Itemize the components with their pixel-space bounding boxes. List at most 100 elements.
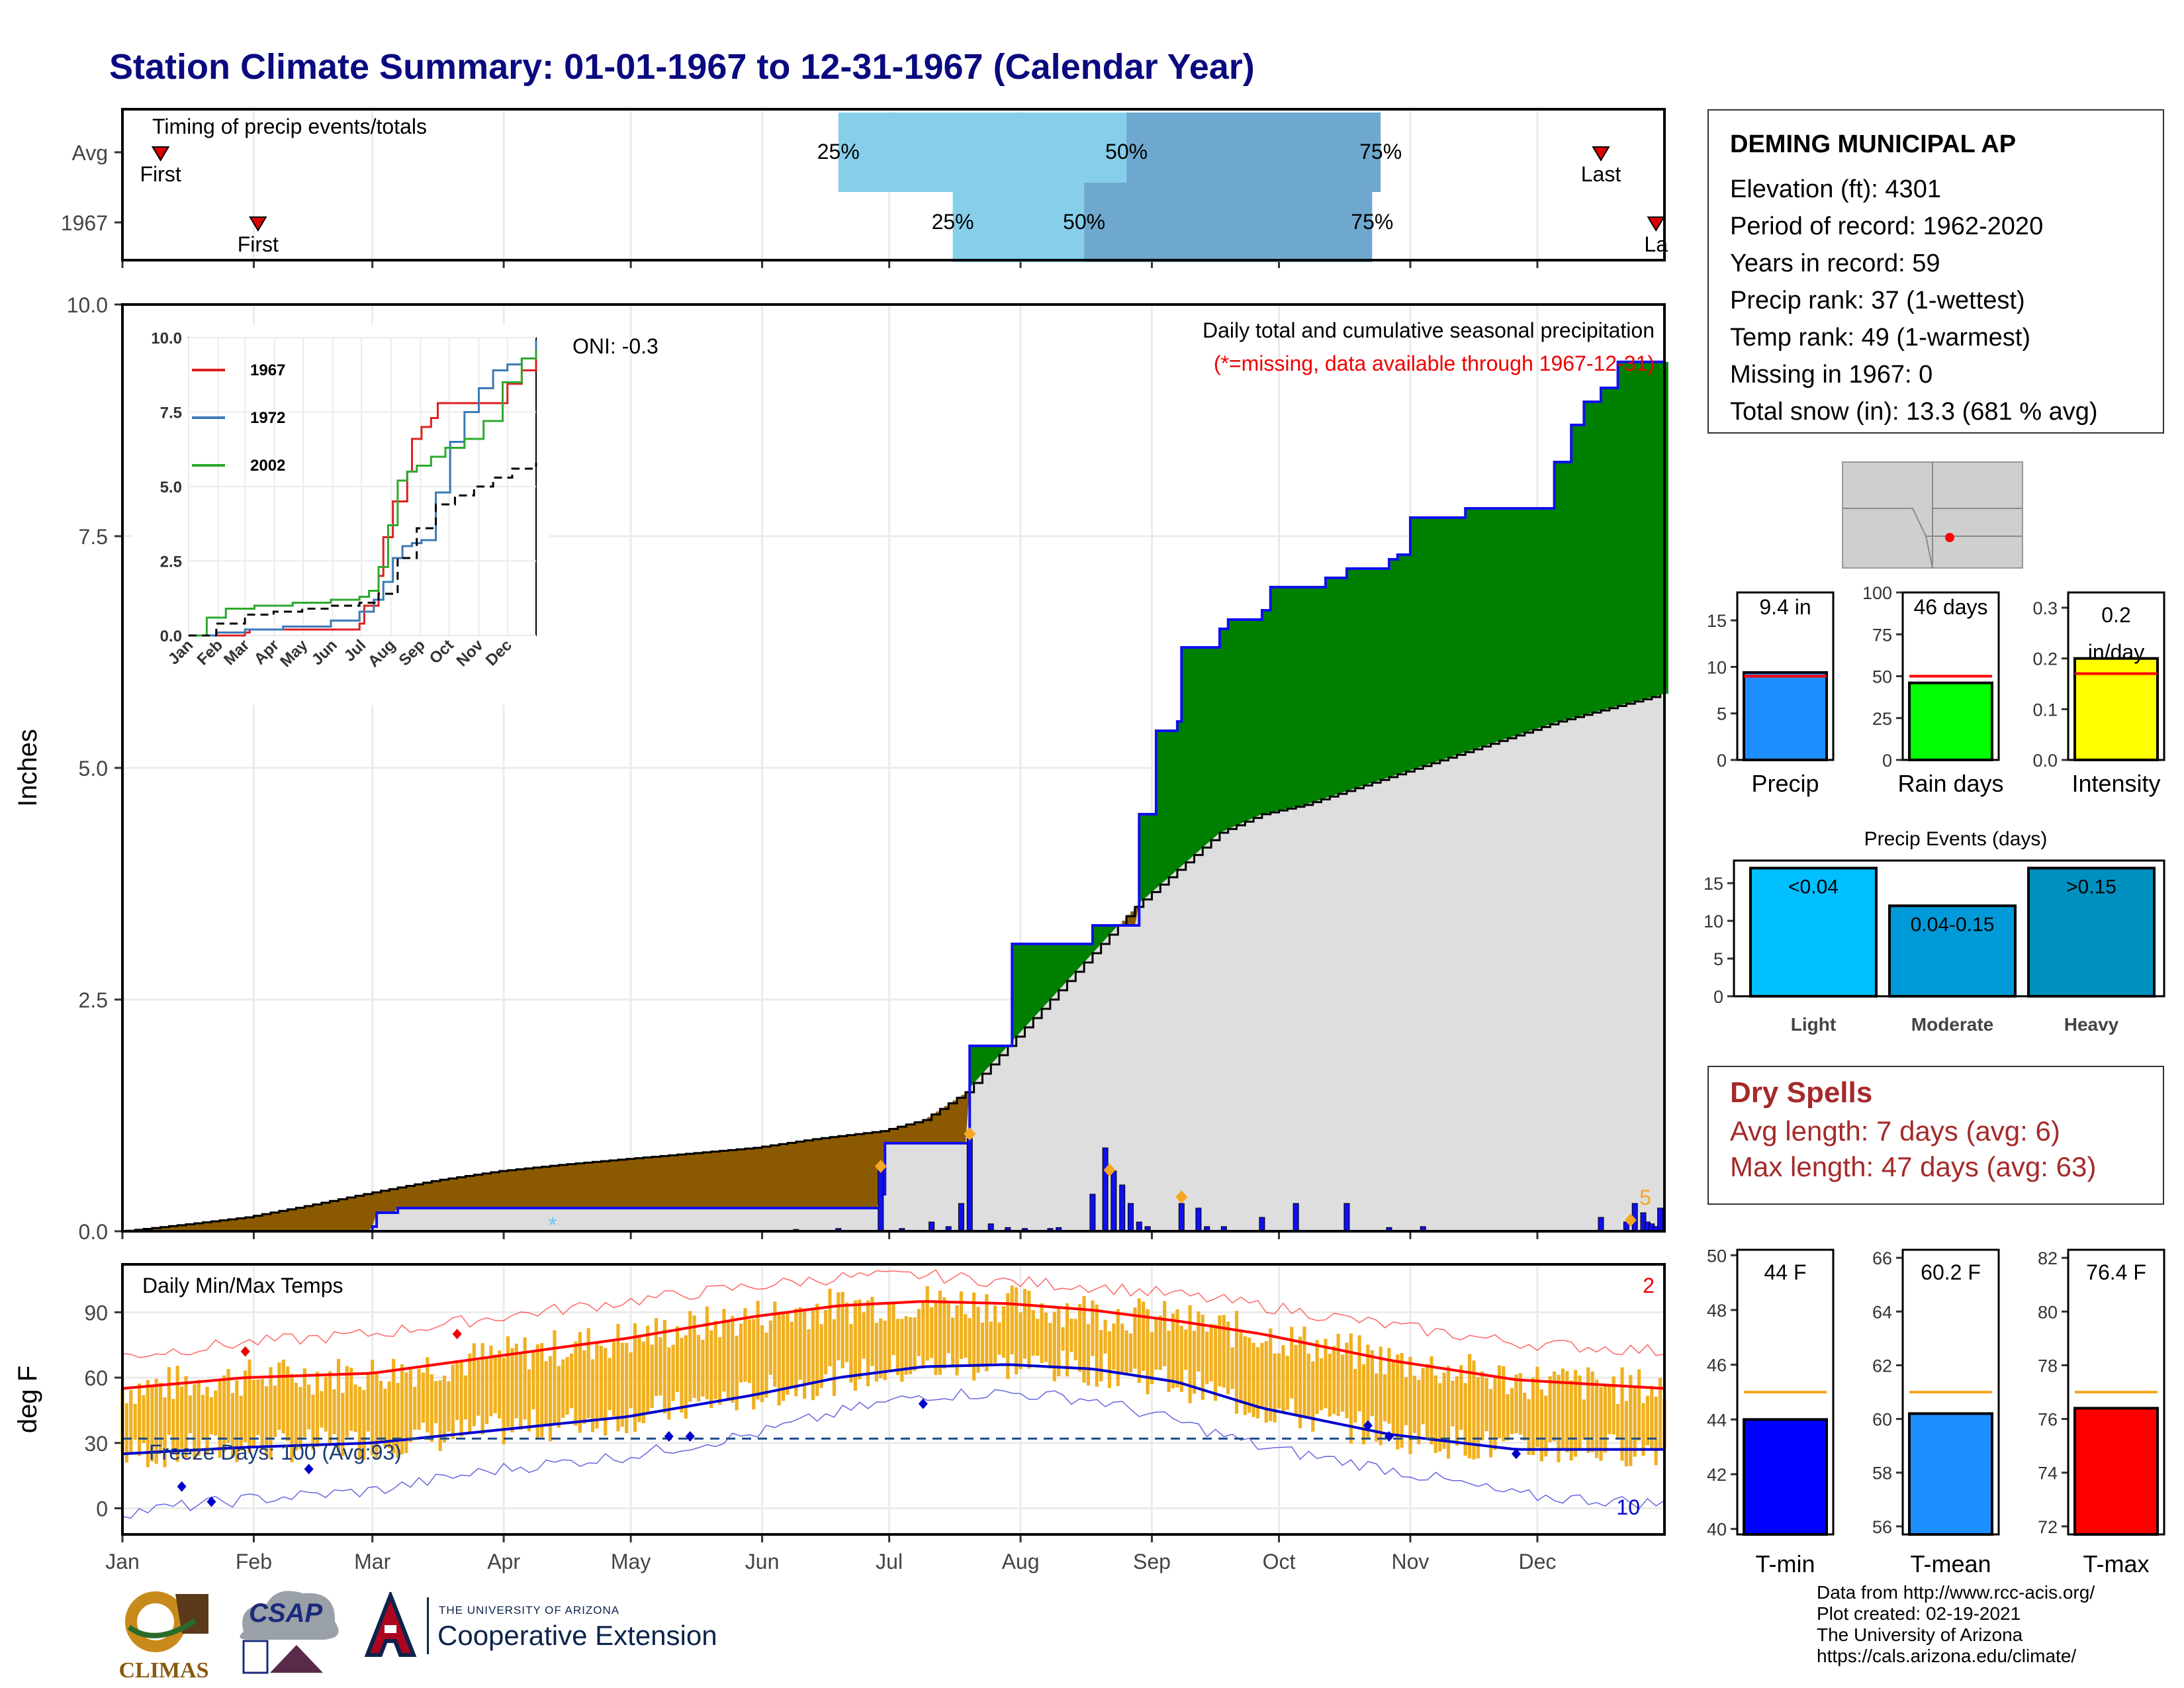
events-bar <box>1888 904 2017 998</box>
main-y-tick-label: 2.5 <box>79 988 108 1012</box>
summary-value-label-tmax: 76.4 F <box>2086 1260 2146 1284</box>
timing-first-marker <box>249 216 267 232</box>
summary-y-tick-label: 75 <box>1872 625 1892 645</box>
main-y-tick-label: 10.0 <box>67 293 108 317</box>
csap-emblem-icon <box>240 1591 339 1674</box>
events-category-label: Heavy <box>2064 1014 2119 1035</box>
summary-y-tick-label: 0 <box>1717 751 1727 771</box>
timing-bar-25-50 <box>838 113 1127 192</box>
timing-last-marker <box>1592 146 1610 162</box>
credit-url: https://cals.arizona.edu/climate/ <box>1817 1646 2077 1666</box>
record-high-count: 2 <box>1643 1274 1655 1297</box>
csap-logo: CSAP <box>230 1585 349 1685</box>
station-location-marker <box>1945 533 1954 542</box>
heavy-event-marker <box>964 1127 976 1141</box>
timing-label-50: 50% <box>1105 140 1148 164</box>
temp-y-tick-label: 0 <box>96 1497 108 1521</box>
timing-first-label: First <box>140 162 181 186</box>
events-bar <box>2027 867 2156 998</box>
summary-y-tick-label: 15 <box>1707 611 1727 631</box>
dry-spells-heading: Dry Spells <box>1730 1076 1873 1109</box>
summary-y-tick-label: 74 <box>2038 1464 2058 1483</box>
summary-y-tick-label: 48 <box>1707 1301 1727 1321</box>
timing-last-label: Last <box>1581 162 1621 186</box>
station-name: DEMING MUNICIPAL AP <box>1730 130 2017 158</box>
climas-wordmark: CLIMAS <box>118 1658 209 1683</box>
summary-y-tick-label: 0 <box>1882 751 1892 771</box>
summary-y-tick-label: 76 <box>2038 1410 2058 1430</box>
record-low-marker <box>918 1398 928 1409</box>
events-bar <box>1749 867 1878 998</box>
main-y-tick-label: 7.5 <box>79 525 108 549</box>
below-average-deficit-area <box>122 907 1140 1231</box>
dry-spells-max: Max length: 47 days (avg: 63) <box>1730 1151 2097 1182</box>
month-axis-label: May <box>611 1550 651 1573</box>
summary-y-tick-label: 50 <box>1707 1246 1727 1266</box>
summary-y-tick-label: 50 <box>1872 667 1892 687</box>
station-info-box: DEMING MUNICIPAL AP Elevation (ft): 4301… <box>1707 109 2164 434</box>
ua-block-a-icon <box>364 1592 417 1657</box>
record-low-marker <box>206 1496 216 1507</box>
events-bar-label: >0.15 <box>2066 876 2116 898</box>
timing-row-label: Avg <box>71 141 108 165</box>
temp-y-tick-label: 30 <box>84 1432 108 1456</box>
cumulative-1967-line <box>122 360 1664 1233</box>
summary-y-tick-label: 80 <box>2038 1302 2058 1322</box>
summary-y-tick-label: 10 <box>1707 657 1727 677</box>
map-state-borders <box>1843 462 2023 569</box>
timing-first-label: First <box>238 232 279 256</box>
summary-bar-tmax <box>2073 1407 2159 1536</box>
month-axis-label: Jul <box>876 1550 903 1573</box>
summary-value-label-tmin: 44 F <box>1764 1260 1806 1284</box>
events-y-tick-label: 5 <box>1713 949 1723 969</box>
freeze-days-annotation: Freeze Days: 100 (Avg:93) <box>149 1440 402 1464</box>
inset-y-tick-label: 2.5 <box>160 553 182 571</box>
month-axis-label: Jun <box>745 1550 780 1573</box>
precip-events-title: Precip Events (days) <box>1864 828 2048 850</box>
summary-y-tick-label: 58 <box>1872 1464 1892 1483</box>
temp-y-tick-label: 60 <box>84 1366 108 1390</box>
summary-value-label-rain_days: 46 days <box>1913 595 1987 619</box>
events-y-tick-label: 10 <box>1704 912 1723 931</box>
avg-max-line <box>122 1300 1665 1390</box>
summary-axis-label-tmax: T-max <box>2083 1550 2149 1577</box>
summary-y-tick-label: 100 <box>1862 583 1892 603</box>
timing-label-75: 75% <box>1359 140 1402 164</box>
month-axis-label: Oct <box>1263 1550 1296 1573</box>
summary-y-tick-label: 72 <box>2038 1517 2058 1537</box>
summary-y-tick-label: 56 <box>1872 1517 1892 1537</box>
events-bar-label: <0.04 <box>1788 876 1839 898</box>
summary-y-tick-label: 62 <box>1872 1356 1892 1376</box>
credits: Data from http://www.rcc-acis.org/ Plot … <box>1817 1582 2095 1667</box>
station-missing: Missing in 1967: 0 <box>1730 361 1933 389</box>
events-category-label: Light <box>1791 1014 1836 1035</box>
record-low-marker <box>177 1481 187 1492</box>
events-y-tick-label: 0 <box>1713 987 1723 1007</box>
station-temp-rank: Temp rank: 49 (1-warmest) <box>1730 324 2031 352</box>
events-category-label: Moderate <box>1911 1014 1993 1035</box>
record-low-marker <box>1384 1430 1394 1442</box>
climas-emblem-icon <box>125 1591 208 1652</box>
summary-axis-label-rain_days: Rain days <box>1897 770 2003 797</box>
summary-y-tick-label: 66 <box>1872 1248 1892 1268</box>
summary-axis-label-intensity: Intensity <box>2071 770 2160 797</box>
heavy-event-marker <box>1175 1190 1188 1204</box>
inset-y-tick-label: 7.5 <box>160 404 182 422</box>
record-low-marker <box>664 1430 674 1442</box>
month-axis-label: Nov <box>1391 1550 1429 1573</box>
summary-y-tick-label: 0.3 <box>2032 598 2058 618</box>
main-y-tick-label: 0.0 <box>79 1220 108 1244</box>
summary-y-tick-label: 0.1 <box>2032 700 2058 720</box>
record-max-line <box>122 1269 1665 1358</box>
inset-y-tick-label: 10.0 <box>151 330 182 348</box>
month-axis-label: Sep <box>1133 1550 1171 1573</box>
heavy-event-marker <box>1103 1163 1116 1177</box>
summary-bar-intensity <box>2073 657 2159 762</box>
summary-y-tick-label: 42 <box>1707 1465 1727 1485</box>
timing-plot-frame <box>121 108 1666 261</box>
record-high-marker <box>452 1329 462 1340</box>
record-high-marker <box>240 1346 250 1357</box>
